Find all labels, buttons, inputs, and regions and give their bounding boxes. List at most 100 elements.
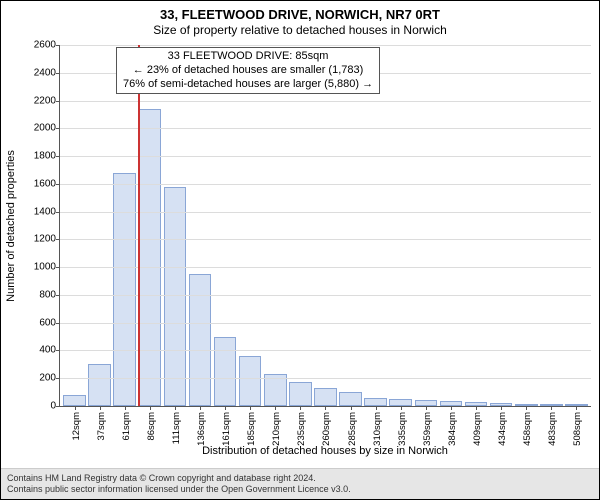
x-tick-label: 86sqm <box>146 412 157 441</box>
x-tick <box>426 406 427 410</box>
x-tick <box>175 406 176 410</box>
x-tick <box>401 406 402 410</box>
x-tick-label: 310sqm <box>372 412 383 446</box>
bar-slot: 483sqm <box>539 45 564 406</box>
x-tick-label: 136sqm <box>196 412 207 446</box>
x-tick <box>576 406 577 410</box>
bar-slot: 508sqm <box>564 45 589 406</box>
x-tick <box>376 406 377 410</box>
x-tick <box>325 406 326 410</box>
x-tick-label: 37sqm <box>96 412 107 441</box>
attribution-footer: Contains HM Land Registry data © Crown c… <box>1 468 599 499</box>
x-tick-label: 384sqm <box>447 412 458 446</box>
bar-slot: 285sqm <box>338 45 363 406</box>
x-tick-label: 260sqm <box>321 412 332 446</box>
x-tick-label: 359sqm <box>422 412 433 446</box>
y-tick <box>56 156 60 157</box>
bar <box>139 109 162 406</box>
bar <box>364 398 387 406</box>
bar-slot: 210sqm <box>263 45 288 406</box>
x-tick-label: 12sqm <box>71 412 82 441</box>
y-tick-label: 1800 <box>34 151 56 162</box>
bar <box>239 356 262 406</box>
x-tick-label: 161sqm <box>221 412 232 446</box>
x-tick-label: 508sqm <box>572 412 583 446</box>
y-axis-title: Number of detached properties <box>5 150 17 302</box>
y-tick-label: 600 <box>39 317 56 328</box>
bar <box>88 364 111 406</box>
x-tick-label: 409sqm <box>472 412 483 446</box>
bar-slot: 86sqm <box>137 45 162 406</box>
x-tick-label: 335sqm <box>397 412 408 446</box>
bar-slot: 260sqm <box>313 45 338 406</box>
y-tick-label: 2200 <box>34 95 56 106</box>
y-tick-label: 2600 <box>34 40 56 51</box>
bar-slot: 359sqm <box>413 45 438 406</box>
x-tick <box>501 406 502 410</box>
y-tick-label: 1000 <box>34 262 56 273</box>
bar-slot: 409sqm <box>464 45 489 406</box>
x-tick <box>275 406 276 410</box>
x-tick <box>125 406 126 410</box>
bar <box>339 392 362 406</box>
bar-slot: 458sqm <box>514 45 539 406</box>
x-tick <box>551 406 552 410</box>
chart-card: 33, FLEETWOOD DRIVE, NORWICH, NR7 0RT Si… <box>0 0 600 500</box>
address-title: 33, FLEETWOOD DRIVE, NORWICH, NR7 0RT <box>7 7 593 23</box>
property-marker-line <box>138 45 140 406</box>
property-infobox: 33 FLEETWOOD DRIVE: 85sqm ← 23% of detac… <box>116 47 380 94</box>
x-tick <box>200 406 201 410</box>
x-tick <box>451 406 452 410</box>
infobox-line-2: ← 23% of detached houses are smaller (1,… <box>123 64 373 78</box>
y-tick-label: 1400 <box>34 206 56 217</box>
bar <box>63 395 86 406</box>
bar <box>389 399 412 406</box>
histogram-chart: Number of detached properties 12sqm37sqm… <box>59 45 591 407</box>
y-tick-label: 2000 <box>34 123 56 134</box>
y-tick <box>56 323 60 324</box>
bar <box>314 388 337 406</box>
plot-area: 12sqm37sqm61sqm86sqm111sqm136sqm161sqm18… <box>59 45 591 407</box>
y-tick-label: 1200 <box>34 234 56 245</box>
x-tick-label: 185sqm <box>246 412 257 446</box>
bar <box>189 274 212 406</box>
bar <box>164 187 187 406</box>
x-tick-label: 458sqm <box>522 412 533 446</box>
bar-slot: 136sqm <box>187 45 212 406</box>
y-tick <box>56 378 60 379</box>
x-tick <box>225 406 226 410</box>
bar <box>214 337 237 406</box>
x-tick-label: 483sqm <box>547 412 558 446</box>
x-tick <box>75 406 76 410</box>
x-tick-label: 434sqm <box>497 412 508 446</box>
chart-subtitle: Size of property relative to detached ho… <box>7 23 593 37</box>
footer-line-2: Contains public sector information licen… <box>7 484 593 495</box>
y-tick-label: 400 <box>39 345 56 356</box>
y-tick <box>56 45 60 46</box>
x-tick-label: 61sqm <box>121 412 132 441</box>
x-tick <box>476 406 477 410</box>
y-tick <box>56 184 60 185</box>
infobox-line-3: 76% of semi-detached houses are larger (… <box>123 78 373 92</box>
x-tick-label: 235sqm <box>296 412 307 446</box>
x-tick <box>150 406 151 410</box>
x-tick-label: 111sqm <box>171 412 182 444</box>
bar-slot: 37sqm <box>87 45 112 406</box>
footer-line-1: Contains HM Land Registry data © Crown c… <box>7 473 593 484</box>
bar-slot: 434sqm <box>489 45 514 406</box>
y-tick <box>56 295 60 296</box>
y-tick <box>56 73 60 74</box>
bar-slot: 161sqm <box>213 45 238 406</box>
bar-slot: 61sqm <box>112 45 137 406</box>
bar-slot: 111sqm <box>162 45 187 406</box>
bar-slot: 310sqm <box>363 45 388 406</box>
y-tick <box>56 267 60 268</box>
y-tick-label: 200 <box>39 373 56 384</box>
y-tick-label: 800 <box>39 289 56 300</box>
y-tick <box>56 239 60 240</box>
y-tick <box>56 406 60 407</box>
x-tick <box>351 406 352 410</box>
bar-slot: 185sqm <box>238 45 263 406</box>
x-axis-title: Distribution of detached houses by size … <box>59 445 591 457</box>
bar-slot: 335sqm <box>388 45 413 406</box>
